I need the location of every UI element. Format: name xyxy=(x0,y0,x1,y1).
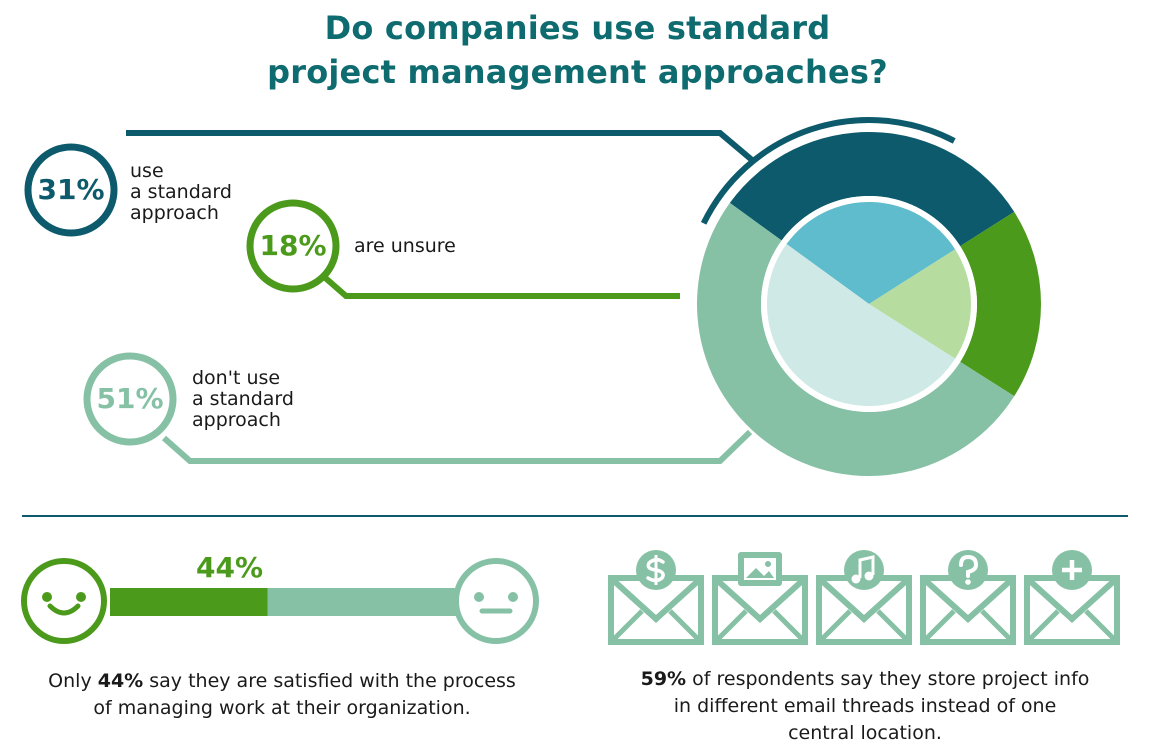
email-caption-bold: 59% xyxy=(640,668,687,690)
satisfaction-caption-bold: 44% xyxy=(97,670,144,692)
neutral-face-icon xyxy=(453,558,539,644)
label-dont: don't use a standard approach xyxy=(192,368,294,431)
satisfaction-caption-post: say they are satisfied with the process xyxy=(143,670,516,692)
callout-circle-use xyxy=(24,143,118,237)
pie-slice-dont xyxy=(767,244,956,406)
label-use-line-3: approach xyxy=(130,202,219,224)
pie-ring-use xyxy=(729,131,1015,247)
pie-slice-unsure xyxy=(869,249,972,359)
satisfaction-bar-filled xyxy=(110,588,268,616)
dollar-icon xyxy=(608,550,704,645)
email-caption-line-3: central location. xyxy=(788,722,942,744)
music-icon xyxy=(816,550,912,645)
pct-use: 31% xyxy=(37,173,105,206)
satisfaction-caption-pre: Only xyxy=(48,670,98,692)
label-dont-line-2: a standard xyxy=(192,388,294,410)
pie-chart xyxy=(697,117,1041,476)
satisfaction-caption: Only 44% say they are satisfied with the… xyxy=(22,668,542,722)
pie-accent-arc xyxy=(700,117,956,225)
label-unsure: are unsure xyxy=(354,236,456,257)
page-title: Do companies use standard project manage… xyxy=(0,6,1155,94)
pie-ring-dont xyxy=(697,202,1015,476)
label-unsure-line-1: are unsure xyxy=(354,235,456,257)
satisfaction-percent: 44% xyxy=(196,551,264,584)
satisfaction-caption-line-2: of managing work at their organization. xyxy=(93,697,471,719)
label-dont-line-1: don't use xyxy=(192,367,281,389)
pct-dont: 51% xyxy=(96,382,164,415)
image-icon xyxy=(712,552,808,645)
happy-face-icon xyxy=(21,558,107,644)
label-use-line-1: use xyxy=(130,160,164,182)
label-dont-line-3: approach xyxy=(192,409,281,431)
connector-unsure xyxy=(320,272,680,299)
email-caption: 59% of respondents say they store projec… xyxy=(600,666,1130,747)
pie-slice-use xyxy=(786,202,956,304)
callout-circle-dont xyxy=(83,352,177,446)
pct-unsure: 18% xyxy=(259,229,327,262)
title-line-1: Do companies use standard xyxy=(324,9,831,47)
callout-circle-unsure xyxy=(246,199,340,293)
email-icons xyxy=(608,550,1120,645)
connector-use xyxy=(126,130,754,163)
label-use: use a standard approach xyxy=(130,161,232,224)
email-caption-post: of respondents say they store project in… xyxy=(686,668,1090,690)
question-icon xyxy=(920,550,1016,645)
pie-ring-unsure xyxy=(960,211,1041,397)
email-caption-line-2: in different email threads instead of on… xyxy=(673,695,1057,717)
label-use-line-2: a standard xyxy=(130,181,232,203)
connector-dont xyxy=(162,429,753,464)
plus-icon xyxy=(1024,550,1120,645)
title-line-2: project management approaches? xyxy=(267,53,888,91)
